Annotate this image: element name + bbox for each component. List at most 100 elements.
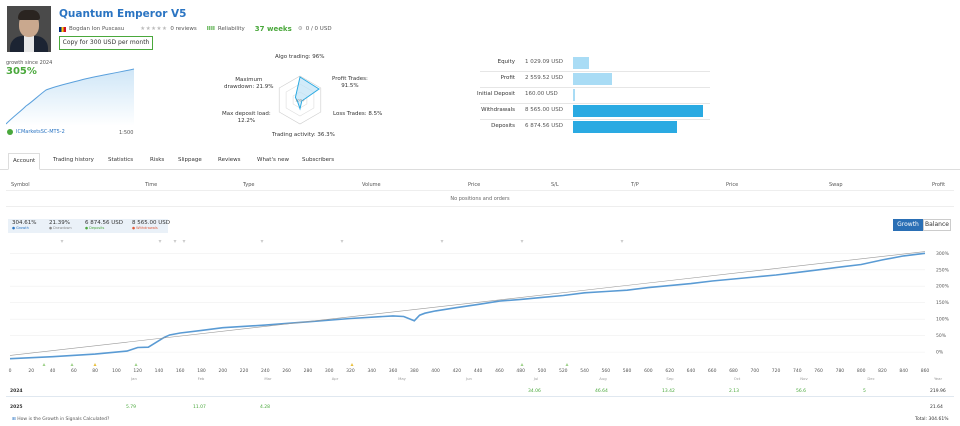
tab-trading-history[interactable]: Trading history [53, 157, 94, 163]
stat-value: 8 565.00 USD [525, 107, 563, 113]
tab-statistics[interactable]: Statistics [108, 157, 134, 163]
event-marker-icon [440, 240, 444, 243]
month-label: Aug [599, 376, 607, 381]
summary-growth-value: 304.61% [12, 220, 37, 226]
x-tick-label: 320 [346, 368, 355, 374]
author-avatar[interactable] [7, 6, 51, 52]
radar-values-polygon [294, 76, 320, 111]
chart-summary [8, 219, 168, 233]
radar-trading-activity: Trading activity: 36.3% [272, 132, 335, 138]
tab-risks[interactable]: Risks [150, 157, 165, 163]
x-tick-label: 580 [623, 368, 632, 374]
growth-calc-text[interactable]: How is the Growth in Signals Calculated? [17, 417, 110, 422]
x-tick-label: 600 [644, 368, 653, 374]
stat-value: 160.00 USD [525, 91, 558, 97]
x-tick-label: 800 [857, 368, 866, 374]
radar-drawdown-value: drawdown: 21.9% [224, 83, 274, 90]
col-price-current: Price [726, 182, 739, 188]
balance-toggle-button[interactable]: Balance [923, 219, 951, 231]
summary-drawdown: 21.39% ● Drawdown [49, 220, 72, 230]
summary-deposits-label: ● Deposits [85, 226, 105, 230]
month-label: Jul [533, 376, 539, 381]
tab-whats-new[interactable]: What's new [257, 157, 289, 163]
event-marker-icon [182, 240, 186, 243]
radar-profit-label: Profit Trades: [332, 76, 368, 82]
year-cell: 11.07 [193, 405, 206, 410]
col-sl: S/L [551, 182, 559, 188]
stat-value: 6 874.56 USD [525, 123, 563, 129]
x-tick-label: 0 [9, 368, 12, 374]
x-tick-label: 80 [92, 368, 98, 374]
growth-chart: 0% 50% 100% 150% 200% 250% 300% 0 20 40 60 80 100 120… [9, 240, 950, 381]
month-label: Mar [264, 376, 272, 381]
deposit-marker-icon [565, 363, 569, 366]
x-tick-label: 680 [729, 368, 738, 374]
stat-bar [573, 105, 703, 117]
y-tick-label: 50% [936, 333, 947, 339]
x-tick-label: 840 [899, 368, 908, 374]
col-profit: Profit [932, 182, 946, 188]
x-tick-label: 700 [750, 368, 759, 374]
event-marker-icon [620, 240, 624, 243]
x-tick-label: 120 [133, 368, 142, 374]
copy-signal-button[interactable]: Copy for 300 USD per month [59, 36, 153, 50]
x-tick-label: 20 [28, 368, 34, 374]
year-divider [6, 396, 954, 397]
radar-algo-trading: Algo trading: 96% [275, 54, 325, 60]
x-tick-label: 140 [155, 368, 164, 374]
rating-stars-icon: ★★★★★ [140, 26, 168, 32]
deposit-marker-icon [520, 363, 524, 366]
x-tick-label: 660 [708, 368, 717, 374]
deposit-marker-icon [93, 363, 97, 366]
x-tick-label: 300 [325, 368, 334, 374]
radar-profit-value: 91.5% [341, 82, 359, 89]
romania-flag-icon [59, 26, 66, 32]
x-tick-label: 520 [559, 368, 568, 374]
stat-bar [573, 89, 576, 101]
year-cell: 13.42 [662, 389, 675, 394]
tab-slippage[interactable]: Slippage [178, 157, 202, 163]
col-time: Time [145, 182, 158, 188]
year-cell: 21.64 [930, 405, 943, 410]
tab-subscribers[interactable]: Subscribers [302, 157, 335, 163]
x-tick-label: 100 [112, 368, 121, 374]
deposit-marker-icon [70, 363, 74, 366]
broker-server[interactable]: ICMarketsSC-MT5-2 [7, 129, 65, 135]
x-tick-label: 220 [240, 368, 249, 374]
stat-value: 2 559.52 USD [525, 75, 563, 81]
tab-account[interactable]: Account [8, 153, 41, 170]
x-tick-label: 380 [410, 368, 419, 374]
growth-since-label: growth since 2024 [6, 60, 53, 66]
col-swap: Swap [829, 182, 843, 188]
month-label: Jan [130, 376, 137, 381]
x-tick-label: 540 [580, 368, 589, 374]
x-tick-label: 740 [793, 368, 802, 374]
radar-chart: 100+ [278, 75, 322, 125]
month-label: Nov [800, 376, 808, 381]
x-tick-label: 400 [431, 368, 440, 374]
stat-label: Initial Deposit [477, 91, 515, 97]
check-icon [7, 129, 13, 135]
month-label: Apr [332, 376, 339, 381]
x-tick-label: 460 [495, 368, 504, 374]
x-tick-label: 480 [516, 368, 525, 374]
x-tick-label: 720 [772, 368, 781, 374]
summary-withdrawals-label: ● Withdrawals [132, 226, 158, 230]
weeks-count: 37 weeks [254, 25, 292, 33]
summary-withdrawals-value: 8 565.00 USD [132, 220, 170, 226]
col-price: Price [468, 182, 481, 188]
signal-title[interactable]: Quantum Emperor V5 [59, 8, 187, 20]
radar-drawdown-label: Maximum [235, 77, 263, 83]
reviews-count[interactable]: 0 reviews [170, 26, 197, 32]
broker-name[interactable]: ICMarketsSC-MT5-2 [16, 129, 65, 135]
tab-reviews[interactable]: Reviews [218, 157, 241, 163]
growth-toggle-button[interactable]: Growth [893, 219, 923, 231]
col-type: Type [243, 182, 255, 188]
month-label: May [398, 376, 407, 381]
summary-deposits: 6 874.56 USD ● Deposits [85, 220, 123, 230]
stat-label: Withdrawals [481, 107, 515, 113]
author-name[interactable]: Bogdan Ion Puscasu [69, 26, 125, 32]
reliability-icon: IIII [206, 26, 215, 32]
growth-calc-link[interactable]: ⊞ How is the Growth in Signals Calculate… [12, 417, 109, 422]
stat-bar [573, 121, 678, 133]
